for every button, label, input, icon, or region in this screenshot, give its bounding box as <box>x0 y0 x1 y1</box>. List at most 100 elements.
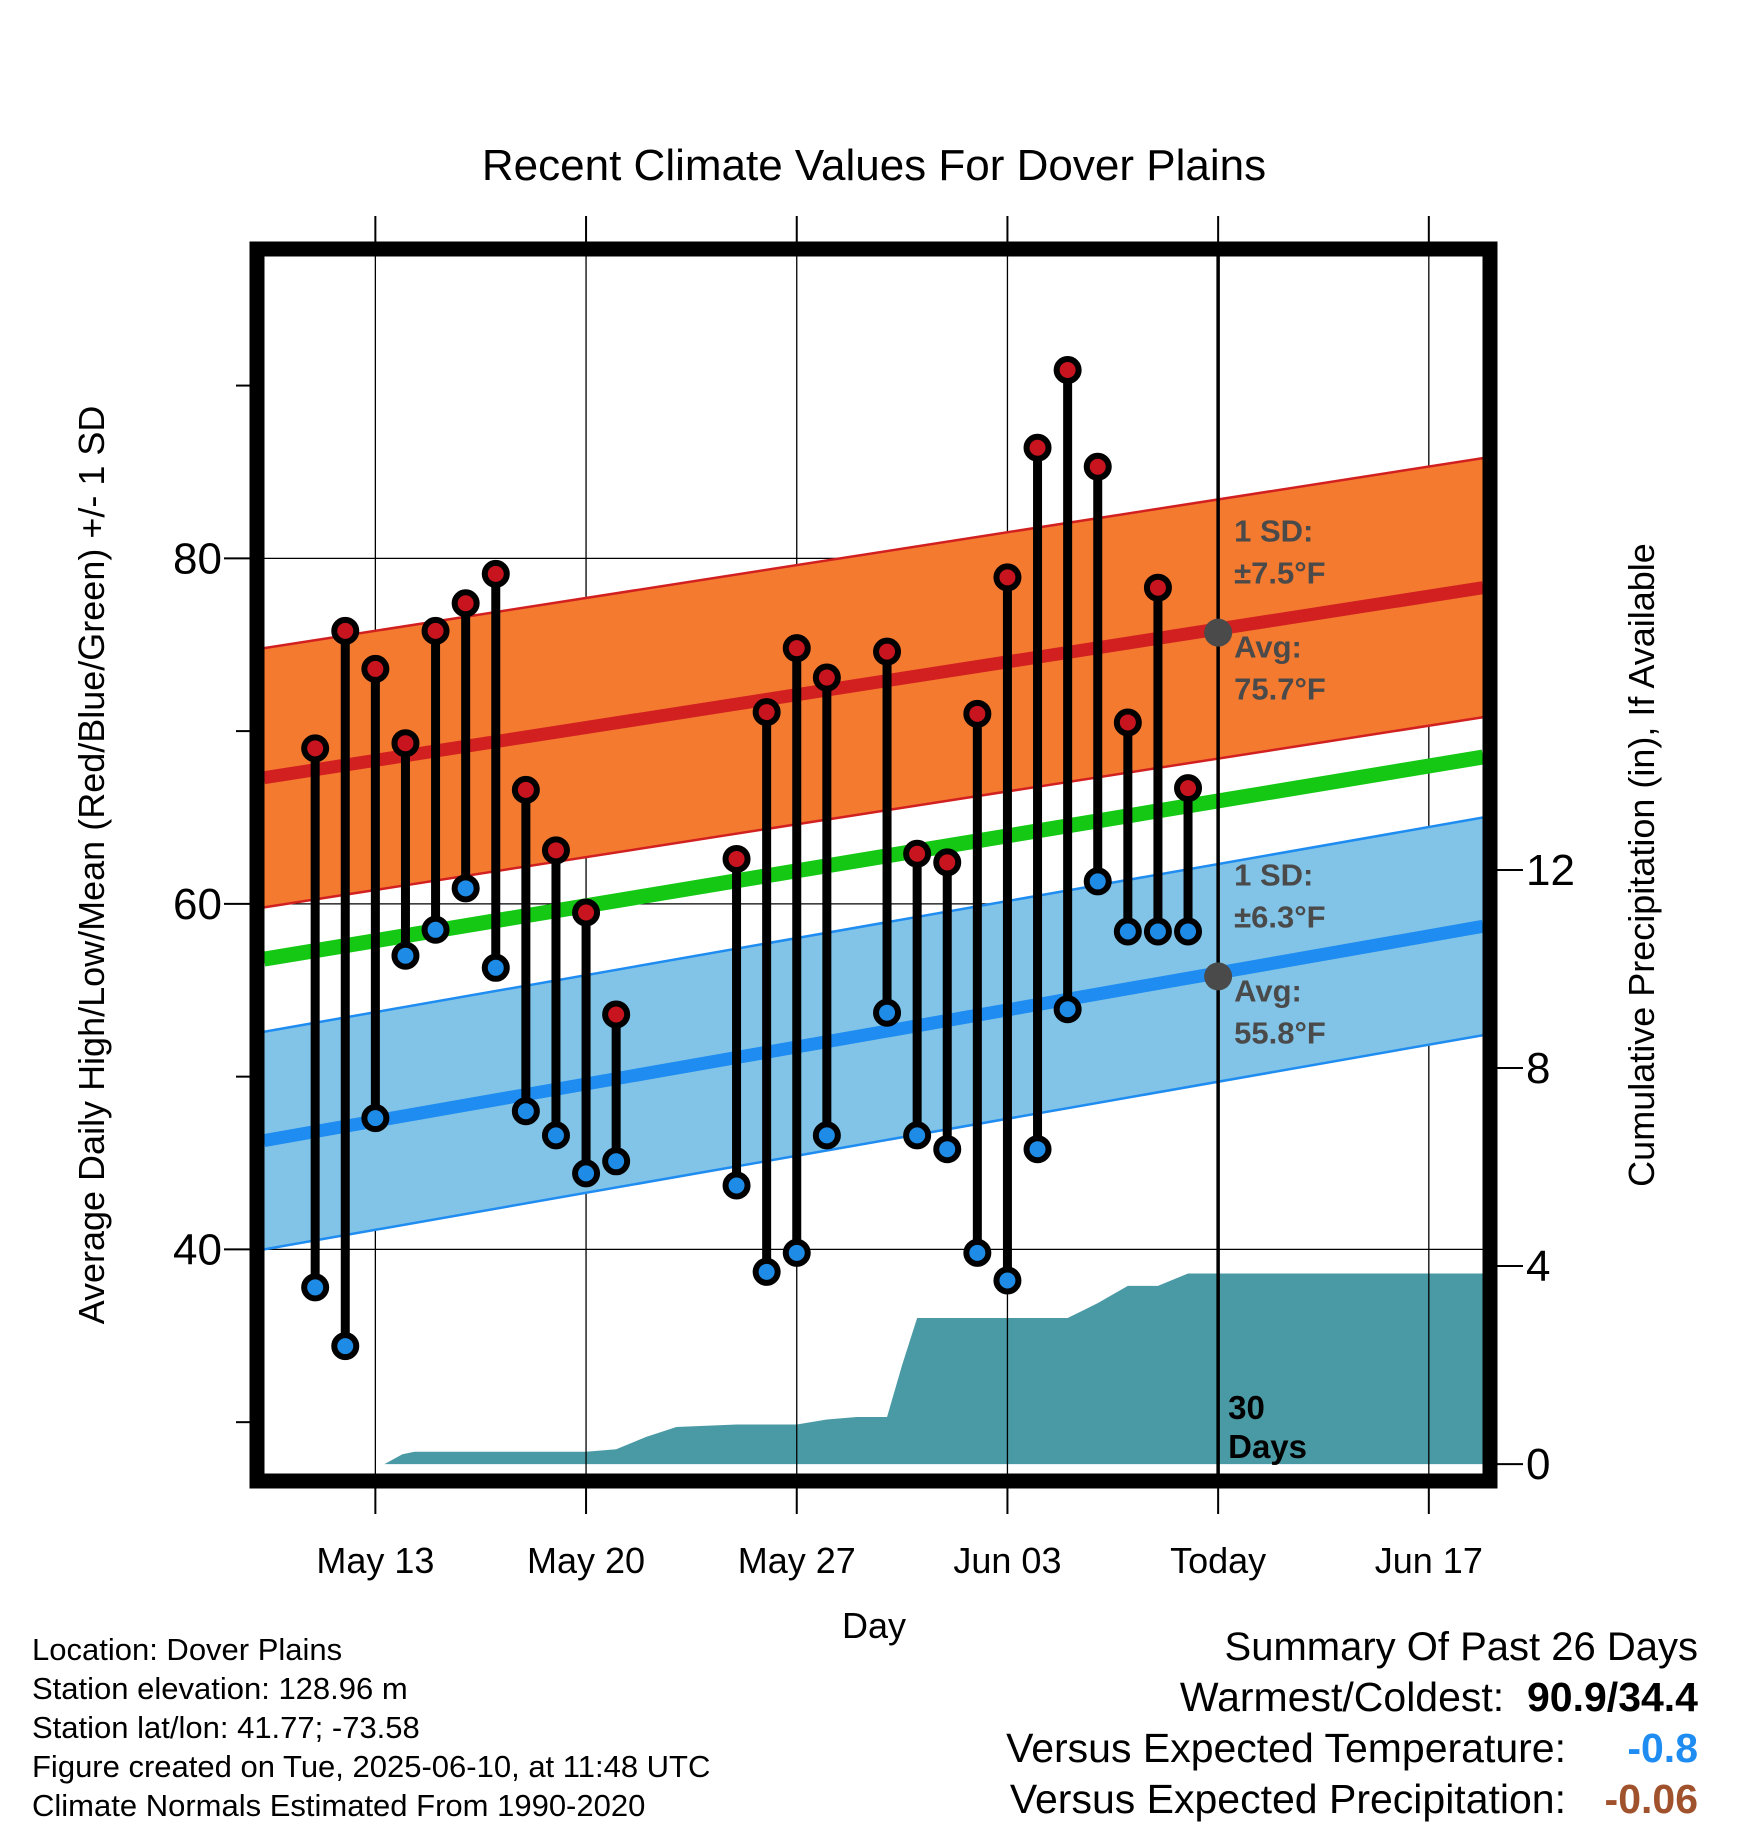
low-point <box>722 1171 751 1200</box>
summary-precip: Versus Expected Precipitation: -0.06 <box>1006 1774 1698 1825</box>
period-label-number: 30 <box>1228 1389 1265 1426</box>
low-band-upper-edge <box>264 816 1483 1033</box>
low-avg-line <box>264 919 1483 1147</box>
plot-frame <box>249 241 1498 1489</box>
created-text: Figure created on Tue, 2025-06-10, at 11… <box>32 1749 711 1784</box>
today-high-avg-marker <box>1204 618 1233 647</box>
high-point <box>391 729 420 758</box>
high-point <box>451 589 480 618</box>
low-point <box>1023 1135 1052 1164</box>
temp-value: -0.8 <box>1627 1725 1698 1771</box>
low-point <box>421 915 450 944</box>
x-axis-label: Day <box>842 1605 906 1646</box>
x-tick-label: Today <box>1170 1540 1266 1581</box>
chart-title: Recent Climate Values For Dover Plains <box>482 141 1266 190</box>
normals-text: Climate Normals Estimated From 1990-2020 <box>32 1788 646 1823</box>
y-left-tick-label: 40 <box>173 1225 222 1274</box>
today-low-avg-marker <box>1204 962 1233 991</box>
high-point <box>782 634 811 663</box>
station-info: Location: Dover Plains Station elevation… <box>32 1630 710 1825</box>
latlon-text: Station lat/lon: 41.77; -73.58 <box>32 1710 420 1745</box>
y-right-tick-label: 0 <box>1526 1440 1550 1489</box>
x-tick-label: May 13 <box>316 1540 434 1581</box>
high-point <box>812 663 841 692</box>
low-point <box>541 1121 570 1150</box>
high-point <box>933 848 962 877</box>
low-point <box>963 1238 992 1267</box>
high-point <box>1113 708 1142 737</box>
high-point <box>873 637 902 666</box>
y-left-tick-label: 80 <box>173 534 222 583</box>
low-point <box>782 1238 811 1267</box>
low-point <box>903 1121 932 1150</box>
low-point <box>1174 917 1203 946</box>
low-point <box>391 941 420 970</box>
high-point <box>1174 774 1203 803</box>
summary-warm-cold: Warmest/Coldest: 90.9/34.4 <box>1006 1672 1698 1723</box>
low-point <box>331 1332 360 1361</box>
x-tick-label: Jun 03 <box>953 1540 1061 1581</box>
high-point <box>361 654 390 683</box>
precip-area <box>264 1273 1483 1465</box>
summary-title: Summary Of Past 26 Days <box>1224 1625 1698 1669</box>
low-point <box>361 1104 390 1133</box>
temp-label: Versus Expected Temperature: <box>1006 1725 1566 1771</box>
low-point <box>812 1121 841 1150</box>
low-point <box>933 1135 962 1164</box>
high-point <box>1143 573 1172 602</box>
low-point <box>451 874 480 903</box>
elevation-text: Station elevation: 128.96 m <box>32 1671 408 1706</box>
high-point <box>481 559 510 588</box>
low-band-lower-edge <box>264 1033 1483 1251</box>
warm-cold-value: 90.9/34.4 <box>1527 1674 1698 1720</box>
high-point <box>572 898 601 927</box>
low-point <box>752 1257 781 1286</box>
high-sd-label: 1 SD: <box>1234 514 1313 549</box>
x-tick-label: May 20 <box>527 1540 645 1581</box>
warm-cold-label: Warmest/Coldest: <box>1179 1674 1505 1720</box>
high-point <box>993 563 1022 592</box>
y-left-tick-label: 60 <box>173 880 222 929</box>
x-tick-label: May 27 <box>738 1540 856 1581</box>
high-point <box>301 734 330 763</box>
high-point <box>752 698 781 727</box>
low-point <box>1053 995 1082 1024</box>
low-avg-label: Avg: <box>1234 973 1302 1008</box>
high-point <box>1023 433 1052 462</box>
low-avg-value: 55.8°F <box>1234 1015 1326 1050</box>
y-right-tick-label: 8 <box>1526 1044 1550 1093</box>
low-sd-value: ±6.3°F <box>1234 899 1325 934</box>
low-point <box>301 1273 330 1302</box>
high-point <box>511 775 540 804</box>
high-avg-label: Avg: <box>1234 630 1302 665</box>
low-point <box>993 1266 1022 1295</box>
location-text: Location: Dover Plains <box>32 1632 343 1667</box>
x-tick-label: Jun 17 <box>1375 1540 1483 1581</box>
low-point <box>481 953 510 982</box>
y-right-axis-label: Cumulative Precipitation (in), If Availa… <box>1621 543 1662 1187</box>
high-point <box>722 844 751 873</box>
low-point <box>873 998 902 1027</box>
period-label-unit: Days <box>1228 1428 1307 1465</box>
mean-line <box>264 749 1483 967</box>
low-point <box>1143 917 1172 946</box>
high-avg-value: 75.7°F <box>1234 672 1326 707</box>
high-point <box>903 839 932 868</box>
high-point <box>331 616 360 645</box>
high-point <box>1053 356 1082 385</box>
high-point <box>602 1000 631 1029</box>
precip-value: -0.06 <box>1604 1776 1698 1822</box>
precip-label: Versus Expected Precipitation: <box>1009 1776 1566 1822</box>
low-point <box>511 1097 540 1126</box>
low-sd-label: 1 SD: <box>1234 857 1313 892</box>
summary-panel: Summary Of Past 26 Days Warmest/Coldest:… <box>1006 1622 1698 1825</box>
y-right-tick-label: 12 <box>1526 846 1575 895</box>
low-point <box>1083 867 1112 896</box>
y-right-tick-label: 4 <box>1526 1242 1550 1291</box>
high-sd-value: ±7.5°F <box>1234 556 1325 591</box>
low-point <box>572 1159 601 1188</box>
summary-temp: Versus Expected Temperature: -0.8 <box>1006 1723 1698 1774</box>
y-left-axis-label: Average Daily High/Low/Mean (Red/Blue/Gr… <box>71 406 112 1325</box>
low-point <box>602 1147 631 1176</box>
